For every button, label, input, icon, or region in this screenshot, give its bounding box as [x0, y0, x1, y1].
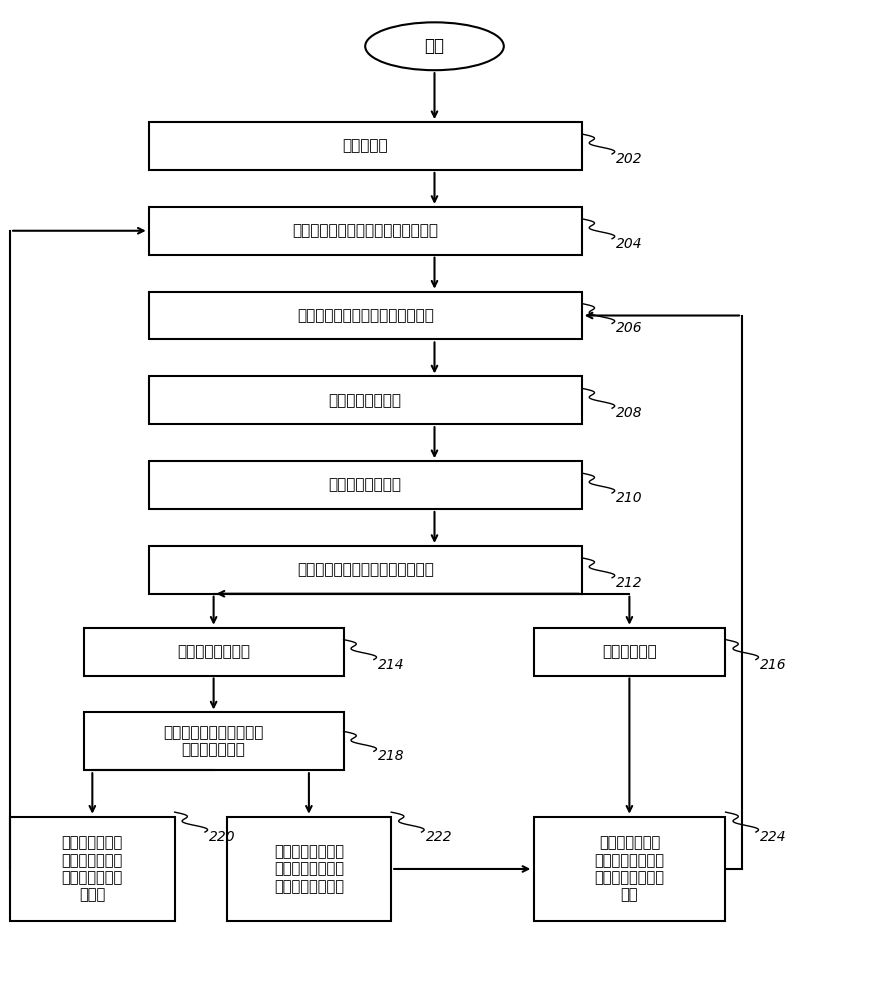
Text: 将当前辐射温度与初始辐
射温度进行比较: 将当前辐射温度与初始辐 射温度进行比较: [163, 725, 264, 758]
Text: 检测当前室内温度和当前室外温度: 检测当前室内温度和当前室外温度: [297, 562, 434, 577]
Text: 220: 220: [209, 830, 235, 844]
Text: 224: 224: [760, 830, 786, 844]
Text: 204: 204: [616, 237, 643, 251]
FancyBboxPatch shape: [149, 207, 581, 255]
Text: 若当前辐射温度不
等于初始辐射温度
时，进行温度补偿: 若当前辐射温度不 等于初始辐射温度 时，进行温度补偿: [274, 844, 344, 894]
Text: 208: 208: [616, 406, 643, 420]
Ellipse shape: [365, 22, 504, 70]
FancyBboxPatch shape: [83, 712, 343, 770]
FancyBboxPatch shape: [149, 122, 581, 170]
FancyBboxPatch shape: [149, 292, 581, 339]
Text: 210: 210: [616, 491, 643, 505]
Text: 222: 222: [426, 830, 453, 844]
Text: 216: 216: [760, 658, 786, 672]
Text: 202: 202: [616, 152, 643, 166]
FancyBboxPatch shape: [534, 817, 725, 921]
Text: 开始: 开始: [424, 37, 445, 55]
FancyBboxPatch shape: [149, 546, 581, 594]
Text: 检测初始室内温度、初始室外温度: 检测初始室内温度、初始室外温度: [297, 308, 434, 323]
Text: 空调器开机: 空调器开机: [342, 138, 388, 153]
Text: 计算目标设定温
度，使用目标设定
温度对空调器进行
控制: 计算目标设定温 度，使用目标设定 温度对空调器进行 控制: [594, 835, 665, 903]
FancyBboxPatch shape: [149, 461, 581, 509]
Text: 214: 214: [378, 658, 405, 672]
Text: 206: 206: [616, 321, 643, 335]
Text: 计算补偿温度: 计算补偿温度: [602, 644, 657, 659]
FancyBboxPatch shape: [534, 628, 725, 676]
Text: 计算当前辐射温度: 计算当前辐射温度: [177, 644, 250, 659]
FancyBboxPatch shape: [83, 628, 343, 676]
Text: 若当前辐射温度
等于初始辐射温
度时，不进行温
度补偿: 若当前辐射温度 等于初始辐射温 度时，不进行温 度补偿: [62, 835, 123, 903]
Text: 使用初始设定温度对空调器进行控制: 使用初始设定温度对空调器进行控制: [292, 223, 438, 238]
Text: 212: 212: [616, 576, 643, 590]
Text: 运行预设时间之后: 运行预设时间之后: [328, 478, 401, 493]
Text: 计算初始辐射温度: 计算初始辐射温度: [328, 393, 401, 408]
Text: 218: 218: [378, 749, 405, 763]
FancyBboxPatch shape: [227, 817, 391, 921]
FancyBboxPatch shape: [149, 376, 581, 424]
FancyBboxPatch shape: [10, 817, 175, 921]
